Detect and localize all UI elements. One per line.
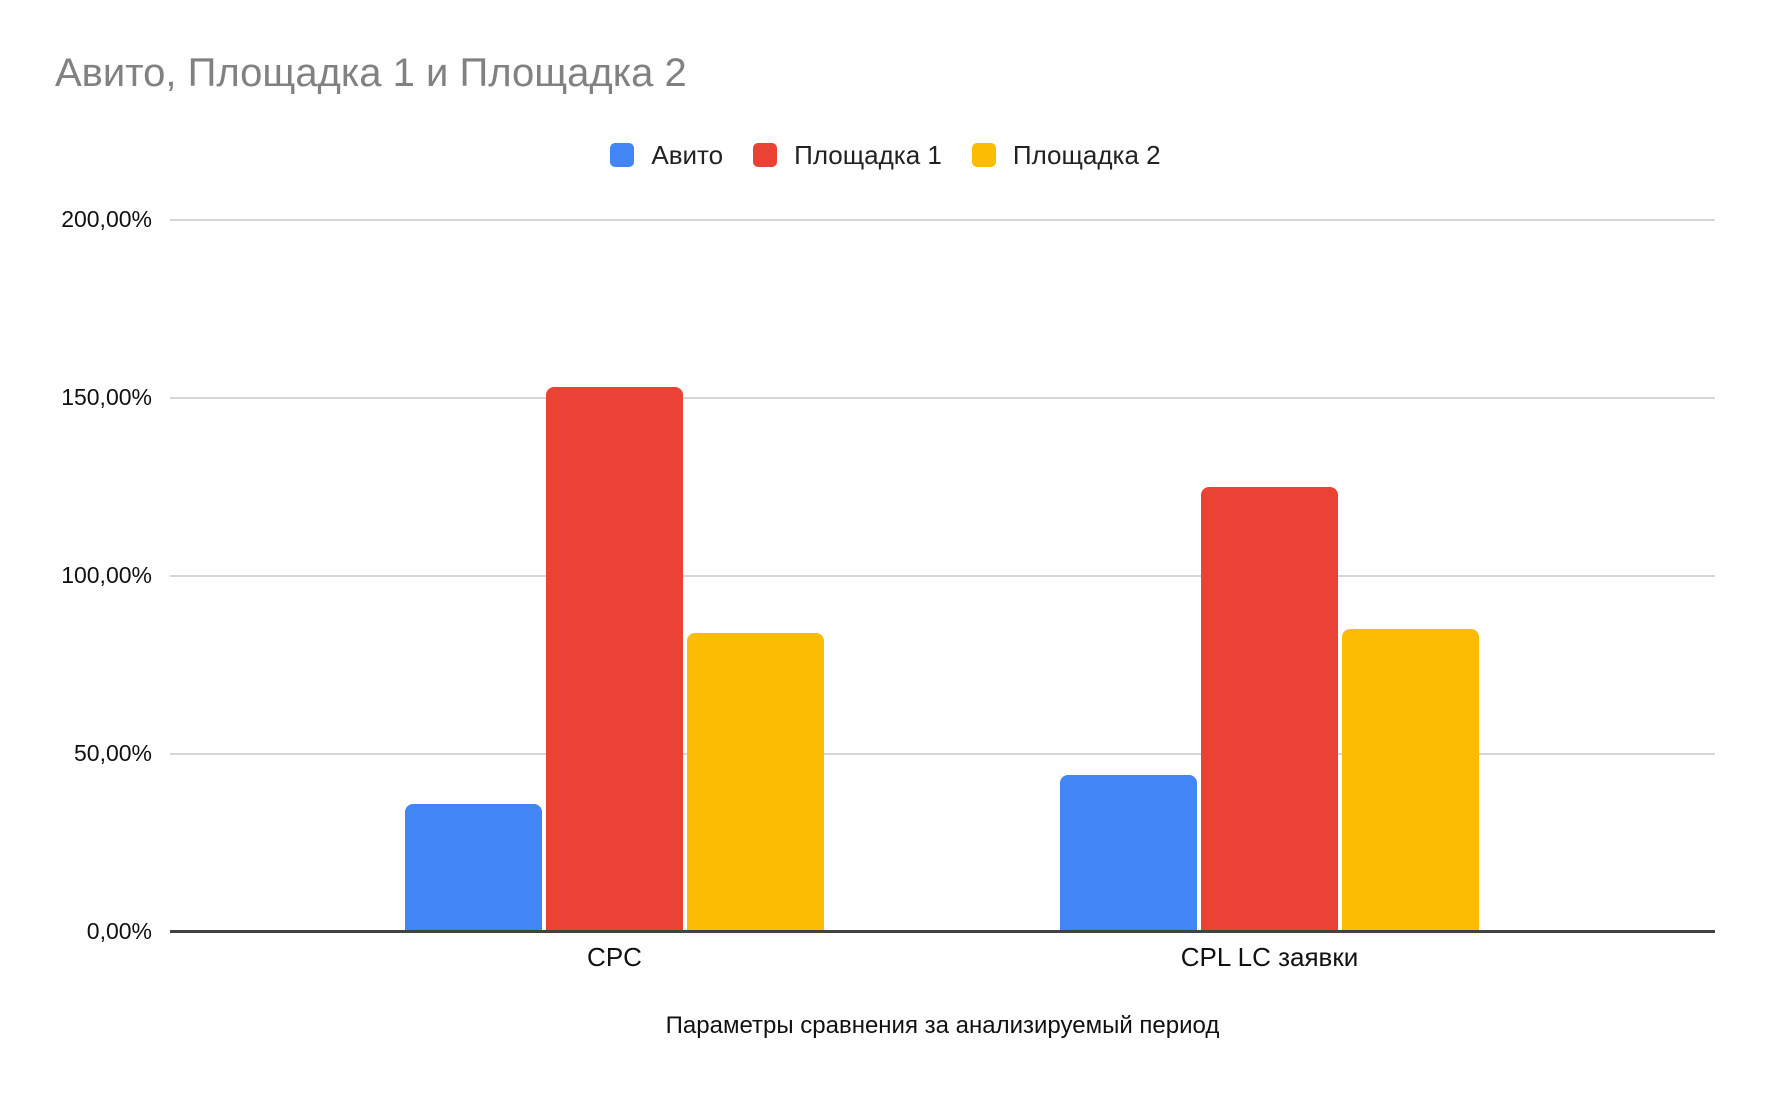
gridline	[170, 219, 1715, 221]
x-axis-title: Параметры сравнения за анализируемый пер…	[665, 1012, 1220, 1039]
legend-label: Площадка 2	[1012, 139, 1161, 170]
y-axis-labels: 200,00% 150,00% 100,00% 50,00% 0,00%	[0, 0, 152, 1096]
gridline	[170, 753, 1715, 755]
y-axis-tick-label: 50,00%	[73, 739, 152, 766]
chart-title: Авито, Площадка 1 и Площадка 2	[55, 51, 687, 95]
legend-item: Авито	[610, 140, 723, 171]
bar-group	[1060, 487, 1479, 932]
legend-swatch-icon	[971, 143, 996, 167]
x-category-label: CPC	[587, 942, 642, 972]
y-axis-tick-label: 200,00%	[61, 205, 152, 232]
y-axis-tick-label: 100,00%	[61, 561, 152, 588]
bar	[1342, 629, 1479, 932]
legend-item: Площадка 1	[753, 140, 942, 171]
bar	[1060, 775, 1197, 932]
legend-item: Площадка 2	[971, 139, 1161, 171]
legend-swatch-icon	[753, 143, 778, 167]
bar	[1201, 487, 1338, 932]
legend-label: Площадка 1	[794, 139, 942, 170]
bar	[546, 387, 683, 932]
plot-area	[170, 219, 1715, 933]
legend: Авито Площадка 1 Площадка 2	[0, 136, 1771, 174]
gridline	[170, 575, 1715, 577]
bar	[687, 633, 824, 932]
x-category-label: CPL LC заявки	[1180, 942, 1359, 972]
x-axis-line	[170, 930, 1715, 933]
gridline	[170, 397, 1715, 399]
y-axis-tick-label: 0,00%	[86, 917, 152, 944]
x-axis-category-labels: CPC CPL LC заявки	[0, 942, 1771, 976]
legend-label: Авито	[651, 139, 724, 170]
legend-swatch-icon	[610, 143, 635, 167]
bar	[405, 804, 542, 932]
bar-group	[405, 387, 824, 932]
y-axis-tick-label: 150,00%	[61, 383, 152, 410]
